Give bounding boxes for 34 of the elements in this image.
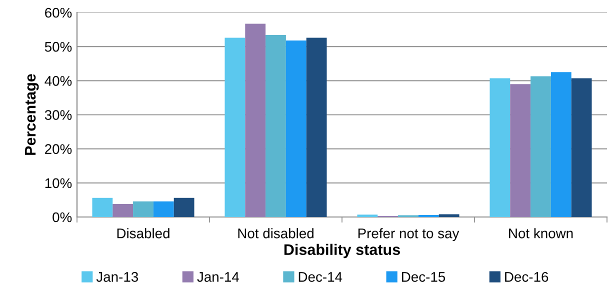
legend-label: Jan-14	[197, 272, 240, 282]
bar	[530, 76, 551, 217]
bar	[266, 34, 286, 217]
x-tick-label: Not known	[509, 228, 573, 238]
bar	[112, 204, 134, 217]
bar	[306, 38, 327, 217]
y-tick-label: 0%	[52, 212, 72, 222]
legend-label: Dec-15	[402, 272, 446, 282]
bar	[245, 24, 266, 217]
bar	[550, 72, 572, 217]
x-tick-label: Disabled	[117, 228, 170, 238]
bar	[438, 214, 460, 217]
legend-label: Dec-16	[505, 272, 548, 282]
y-tick-label: 30%	[44, 110, 72, 120]
x-tick-label: Prefer not to say	[358, 228, 460, 242]
bar	[153, 201, 174, 217]
y-axis-title: Percentage	[25, 74, 39, 155]
legend-label: Jan-13	[96, 272, 138, 282]
bar	[224, 38, 246, 217]
y-tick-label: 10%	[45, 178, 72, 188]
y-tick-label: 50%	[44, 42, 72, 52]
x-axis-title: Disability status	[284, 244, 400, 258]
bar	[490, 78, 510, 217]
bar	[174, 198, 194, 217]
x-tick-label: Not disabled	[238, 228, 314, 238]
bar	[133, 201, 154, 217]
bar	[286, 40, 306, 217]
bar	[92, 198, 113, 217]
y-tick-label: 60%	[45, 8, 72, 18]
y-tick-label: 40%	[44, 76, 72, 86]
bar	[571, 78, 592, 217]
y-tick-label: 20%	[45, 144, 72, 154]
legend-label: Dec-14	[298, 272, 342, 282]
bar	[510, 84, 531, 217]
